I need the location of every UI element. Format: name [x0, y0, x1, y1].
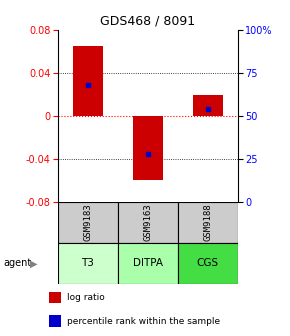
Bar — [58, 243, 118, 284]
Bar — [58, 202, 118, 243]
Bar — [133, 116, 163, 180]
Text: ▶: ▶ — [30, 258, 37, 268]
Text: T3: T3 — [81, 258, 95, 268]
Bar — [49, 315, 61, 327]
Text: GSM9188: GSM9188 — [203, 203, 212, 241]
Bar — [118, 202, 178, 243]
Text: percentile rank within the sample: percentile rank within the sample — [67, 317, 220, 326]
Text: DITPA: DITPA — [133, 258, 163, 268]
Text: GSM9163: GSM9163 — [143, 203, 153, 241]
Bar — [49, 292, 61, 303]
Bar — [193, 94, 223, 116]
Bar — [178, 243, 238, 284]
Text: GSM9183: GSM9183 — [84, 203, 93, 241]
Bar — [178, 202, 238, 243]
Title: GDS468 / 8091: GDS468 / 8091 — [100, 15, 195, 28]
Text: CGS: CGS — [197, 258, 219, 268]
Bar — [118, 243, 178, 284]
Text: agent: agent — [3, 258, 31, 268]
Text: log ratio: log ratio — [67, 293, 105, 302]
Bar — [73, 46, 103, 116]
